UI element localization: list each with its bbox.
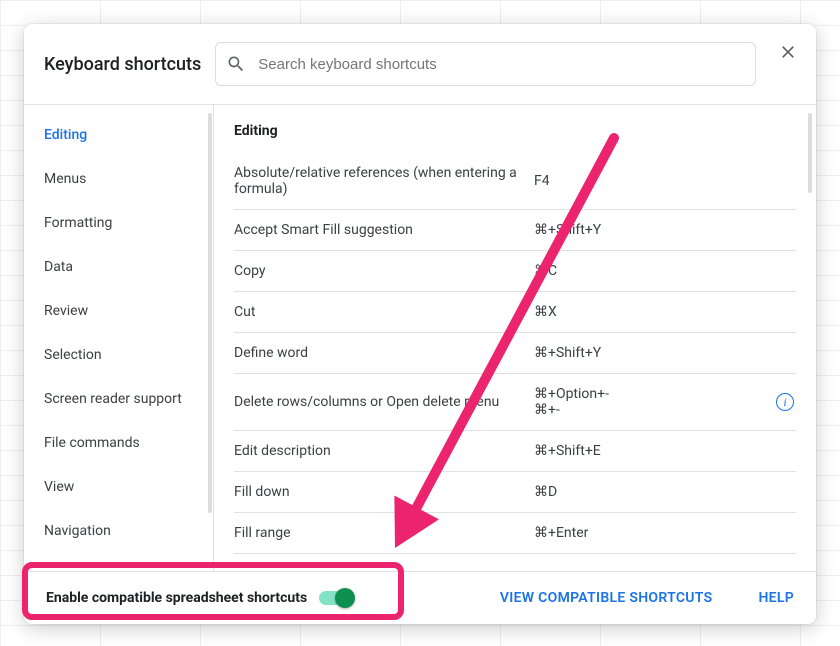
shortcut-name: Delete rows/columns or Open delete menu [234,394,534,410]
sidebar-item-selection[interactable]: Selection [24,333,213,377]
shortcut-row: Edit description⌘+Shift+E [234,431,796,472]
sidebar-item-formatting[interactable]: Formatting [24,201,213,245]
enable-compatible-toggle[interactable] [319,588,355,608]
sidebar-item-view[interactable]: View [24,465,213,509]
shortcut-name: Fill range [234,525,534,541]
search-input[interactable] [256,55,745,74]
shortcut-keys: ⌘+Shift+Y [534,345,774,361]
shortcut-keys: ⌘+Enter [534,525,774,541]
shortcut-row: Absolute/relative references (when enter… [234,153,796,210]
shortcut-name: Copy [234,263,534,279]
shortcut-row: Delete rows/columns or Open delete menu⌘… [234,374,796,431]
sidebar-item-data[interactable]: Data [24,245,213,289]
search-field-container[interactable] [215,42,756,86]
shortcut-row: Define word⌘+Shift+Y [234,333,796,374]
shortcut-name: Edit description [234,443,534,459]
content-scrollbar[interactable] [808,113,812,193]
dialog-title: Keyboard shortcuts [44,54,201,75]
sidebar-item-review[interactable]: Review [24,289,213,333]
view-compatible-shortcuts-link[interactable]: VIEW COMPATIBLE SHORTCUTS [500,590,713,606]
sidebar-item-screen-reader-support[interactable]: Screen reader support [24,377,213,421]
search-icon [226,54,246,74]
dialog-body: EditingMenusFormattingDataReviewSelectio… [24,105,816,571]
shortcut-row: Accept Smart Fill suggestion⌘+Shift+Y [234,210,796,251]
enable-compatible-label: Enable compatible spreadsheet shortcuts [46,590,307,606]
shortcut-keys: ⌘+Shift+Y [534,222,774,238]
shortcut-row: Fill range⌘+Enter [234,513,796,554]
shortcut-keys: ⌘+Option+- ⌘+- [534,386,774,418]
shortcut-row: Copy⌘C [234,251,796,292]
shortcut-keys: ⌘C [534,263,774,279]
close-button[interactable] [774,38,802,66]
sidebar-item-menus[interactable]: Menus [24,157,213,201]
sidebar-item-editing[interactable]: Editing [24,113,213,157]
help-link[interactable]: HELP [758,590,794,606]
dialog-footer: Enable compatible spreadsheet shortcuts … [24,571,816,624]
shortcut-info-cell: i [774,393,796,411]
category-sidebar[interactable]: EditingMenusFormattingDataReviewSelectio… [24,105,214,571]
shortcut-name: Define word [234,345,534,361]
shortcuts-content[interactable]: Editing Absolute/relative references (wh… [214,105,816,571]
shortcut-keys: F4 [534,173,774,189]
shortcut-name: Absolute/relative references (when enter… [234,165,534,197]
shortcut-row: Fill down⌘D [234,472,796,513]
sidebar-item-navigation[interactable]: Navigation [24,509,213,553]
sidebar-item-file-commands[interactable]: File commands [24,421,213,465]
shortcut-name: Accept Smart Fill suggestion [234,222,534,238]
shortcut-name: Fill down [234,484,534,500]
keyboard-shortcuts-dialog: Keyboard shortcuts EditingMenusFormattin… [24,24,816,624]
close-icon [778,42,798,62]
shortcut-row: Cut⌘X [234,292,796,333]
info-icon[interactable]: i [776,393,794,411]
shortcut-keys: ⌘D [534,484,774,500]
dialog-header: Keyboard shortcuts [24,24,816,105]
shortcut-keys: ⌘X [534,304,774,320]
shortcut-name: Cut [234,304,534,320]
toggle-knob [335,588,355,608]
sidebar-scrollbar[interactable] [208,113,212,513]
shortcut-keys: ⌘+Shift+E [534,443,774,459]
section-title: Editing [234,123,796,139]
